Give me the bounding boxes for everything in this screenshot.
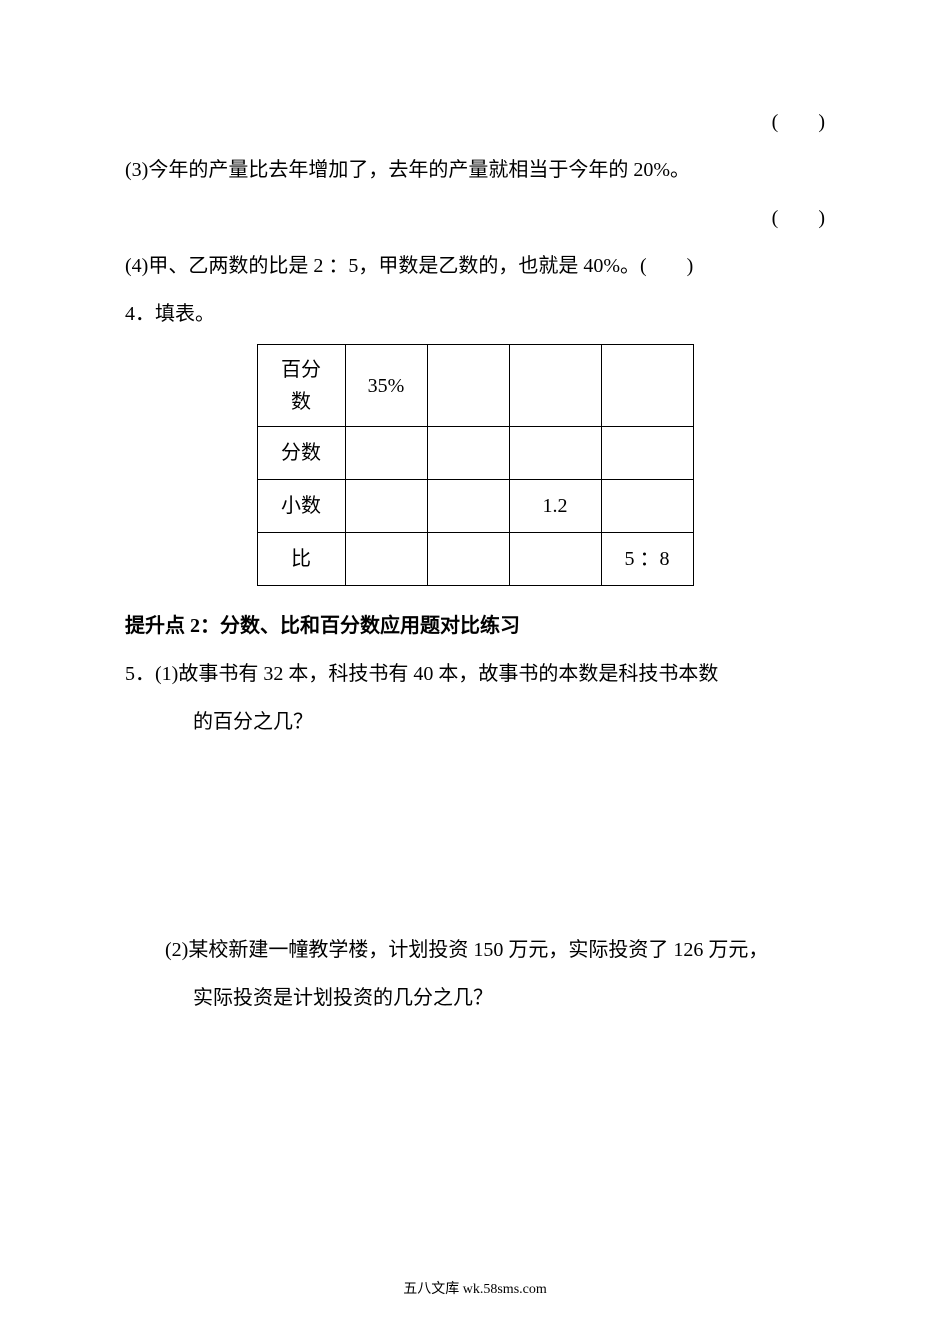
cell-ratio-4: 5 ：8 — [601, 533, 693, 586]
question-5-2-line1: (2)某校新建一幢教学楼，计划投资 150 万元，实际投资了 126 万元， — [125, 928, 825, 972]
document-body: ( ) (3)今年的产量比去年增加了，去年的产量就相当于今年的 20%。 ( )… — [125, 100, 825, 1020]
conversion-table-wrapper: 百分 数 35% 分数 小数 1.2 — [125, 344, 825, 586]
cell-fraction-3 — [509, 427, 601, 480]
cell-ratio-2 — [427, 533, 509, 586]
row-fraction-label: 分数 — [257, 427, 345, 480]
question-5-1-line2: 的百分之几？ — [125, 700, 825, 744]
cell-percent-3 — [509, 345, 601, 427]
cell-percent-4 — [601, 345, 693, 427]
percent-label-l1: 百分 — [266, 354, 337, 386]
cell-decimal-3: 1.2 — [509, 480, 601, 533]
row-percent-label: 百分 数 — [257, 345, 345, 427]
question-4-judgement: (4)甲、乙两数的比是 2 ：5，甲数是乙数的，也就是 40%。( ) — [125, 244, 825, 288]
question-4-title: 4．填表。 — [125, 292, 825, 336]
question-3: (3)今年的产量比去年增加了，去年的产量就相当于今年的 20%。 — [125, 148, 825, 192]
page-footer: 五八文库 wk.58sms.com — [0, 1278, 950, 1298]
conversion-table: 百分 数 35% 分数 小数 1.2 — [257, 344, 694, 586]
cell-percent-1: 35% — [345, 345, 427, 427]
question-5-1-line1: 5．(1)故事书有 32 本，科技书有 40 本，故事书的本数是科技书本数 — [125, 652, 825, 696]
paren-blank-3: ( ) — [125, 196, 825, 240]
paren-blank-1: ( ) — [125, 100, 825, 144]
cell-decimal-2 — [427, 480, 509, 533]
question-5-2-line2: 实际投资是计划投资的几分之几？ — [125, 976, 825, 1020]
row-ratio-label: 比 — [257, 533, 345, 586]
cell-ratio-3 — [509, 533, 601, 586]
row-decimal-label: 小数 — [257, 480, 345, 533]
cell-ratio-1 — [345, 533, 427, 586]
cell-fraction-2 — [427, 427, 509, 480]
cell-decimal-1 — [345, 480, 427, 533]
cell-percent-2 — [427, 345, 509, 427]
section-2-title: 提升点 2：分数、比和百分数应用题对比练习 — [125, 604, 825, 648]
cell-fraction-4 — [601, 427, 693, 480]
answer-space-5-1 — [125, 748, 825, 928]
cell-fraction-1 — [345, 427, 427, 480]
percent-label-l2: 数 — [266, 386, 337, 418]
cell-decimal-4 — [601, 480, 693, 533]
